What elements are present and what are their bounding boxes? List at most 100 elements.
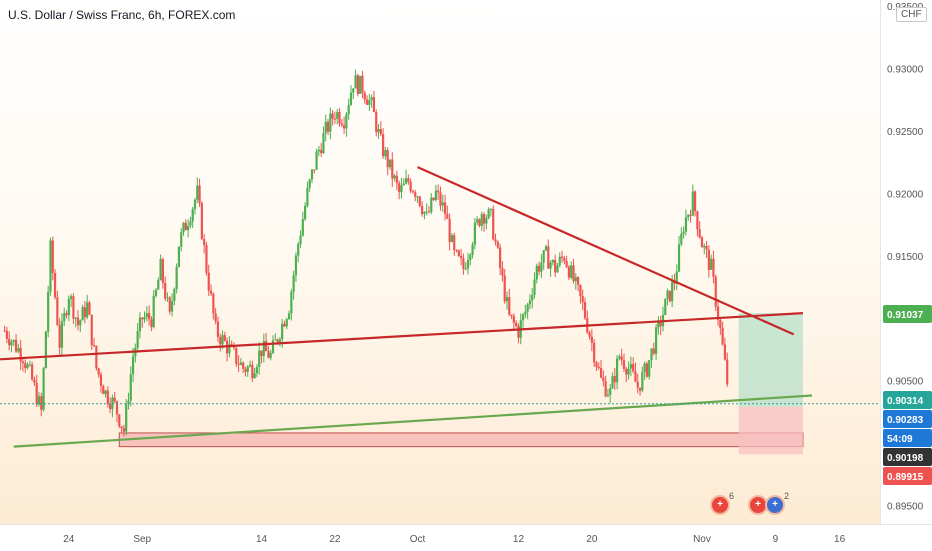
candle-body bbox=[99, 374, 103, 386]
candle-body bbox=[535, 265, 538, 280]
candle-body bbox=[721, 328, 724, 345]
candle-body bbox=[421, 206, 424, 214]
candle-body bbox=[127, 400, 130, 404]
candle-body bbox=[593, 342, 596, 363]
candle-body bbox=[56, 297, 59, 325]
candle-body bbox=[432, 197, 435, 200]
candle-body bbox=[556, 265, 559, 273]
candle-body bbox=[434, 190, 437, 200]
candle-body bbox=[184, 222, 187, 231]
candle-body bbox=[634, 371, 637, 382]
candle-body bbox=[455, 250, 458, 252]
candle-body bbox=[563, 258, 566, 262]
candle-body bbox=[294, 255, 298, 276]
candle-body bbox=[643, 363, 646, 373]
candle-body bbox=[31, 364, 34, 380]
candle-body bbox=[97, 368, 100, 375]
event-count: 6 bbox=[729, 491, 735, 501]
candle-body bbox=[122, 428, 125, 432]
flag-swiss-icon[interactable]: + bbox=[748, 495, 768, 515]
price-tick-label: 0.91500 bbox=[887, 252, 924, 263]
candle-body bbox=[228, 344, 231, 354]
candle-body bbox=[260, 350, 263, 356]
price-tick-label: 0.92000 bbox=[887, 189, 924, 200]
candle-body bbox=[40, 396, 43, 410]
time-tick-label: 9 bbox=[773, 534, 779, 545]
candle-body bbox=[473, 222, 476, 245]
candle-body bbox=[92, 345, 96, 347]
candle-body bbox=[377, 128, 380, 133]
time-axis: 24 Sep 14 22 Oct 12 20 Nov 9 16 bbox=[63, 534, 845, 545]
candle-body bbox=[388, 159, 392, 168]
price-tick-label: 0.89500 bbox=[887, 501, 924, 512]
candle-body bbox=[356, 75, 359, 94]
candle-body bbox=[287, 313, 291, 320]
candle-body bbox=[219, 337, 222, 345]
candle-body bbox=[352, 88, 355, 93]
candle-body bbox=[567, 266, 571, 278]
candle-body bbox=[625, 369, 628, 375]
candle-body bbox=[95, 345, 98, 369]
price-scale[interactable]: 0.89500 0.90500 0.91500 0.92000 0.92500 0.930… bbox=[880, 0, 932, 524]
candle-body bbox=[700, 237, 704, 248]
candle-body bbox=[164, 282, 167, 299]
candle-body bbox=[645, 363, 649, 377]
candle-body bbox=[395, 175, 398, 184]
candle-body bbox=[723, 344, 727, 360]
candle-body bbox=[72, 296, 75, 319]
candle-body bbox=[391, 159, 394, 179]
candle-body bbox=[641, 372, 644, 391]
candle-body bbox=[476, 219, 479, 223]
candle-body bbox=[166, 297, 169, 299]
candle-body bbox=[430, 197, 433, 213]
candle-body bbox=[466, 259, 470, 269]
candle-body bbox=[207, 272, 210, 291]
candle-body bbox=[726, 359, 729, 385]
candle-body bbox=[333, 118, 337, 120]
candle-body bbox=[198, 185, 201, 204]
candle-body bbox=[340, 123, 343, 126]
flag-swiss-icon[interactable]: + bbox=[710, 495, 730, 515]
candle-body bbox=[482, 214, 486, 224]
candle-body bbox=[691, 191, 694, 216]
price-label-box bbox=[883, 448, 932, 466]
candle-body bbox=[618, 356, 621, 359]
candle-body bbox=[345, 114, 348, 129]
candle-body bbox=[104, 390, 107, 395]
zone-0 bbox=[118, 432, 804, 448]
candle-body bbox=[170, 301, 174, 312]
candle-body bbox=[90, 314, 93, 346]
candle-body bbox=[597, 366, 600, 369]
candle-body bbox=[359, 75, 362, 94]
candle-body bbox=[65, 313, 68, 316]
candle-body bbox=[370, 97, 373, 101]
candle-body bbox=[570, 265, 573, 278]
candle-body bbox=[558, 256, 561, 266]
price-label-box bbox=[883, 467, 932, 485]
price-label-box bbox=[883, 429, 932, 447]
candle-body bbox=[489, 208, 493, 210]
chart-canvas[interactable] bbox=[0, 0, 880, 524]
candle-body bbox=[583, 302, 587, 319]
candle-body bbox=[118, 414, 121, 427]
candle-body bbox=[136, 331, 139, 348]
candle-body bbox=[411, 191, 415, 193]
candle-body bbox=[161, 259, 164, 283]
flag-us-icon[interactable]: + bbox=[765, 495, 785, 515]
candle-body bbox=[313, 169, 316, 171]
time-tick-label: 14 bbox=[256, 534, 268, 545]
candle-body bbox=[301, 219, 304, 236]
candle-body bbox=[450, 235, 454, 242]
candle-body bbox=[402, 183, 405, 186]
candle-body bbox=[590, 336, 593, 343]
candle-body bbox=[448, 218, 451, 242]
currency-badge[interactable]: CHF bbox=[896, 7, 927, 22]
price-label-target: 0.91037 bbox=[887, 310, 924, 321]
time-scale[interactable]: 24 Sep 14 22 Oct 12 20 Nov 9 16 bbox=[0, 524, 932, 551]
candle-body bbox=[487, 209, 490, 219]
time-tick-label: 24 bbox=[63, 534, 75, 545]
chart-area[interactable]: U.S. Dollar / Swiss Franc, 6h, FOREX.com… bbox=[0, 0, 880, 524]
candle-body bbox=[120, 426, 123, 429]
time-tick-label: 22 bbox=[329, 534, 341, 545]
candle-body bbox=[76, 317, 80, 326]
